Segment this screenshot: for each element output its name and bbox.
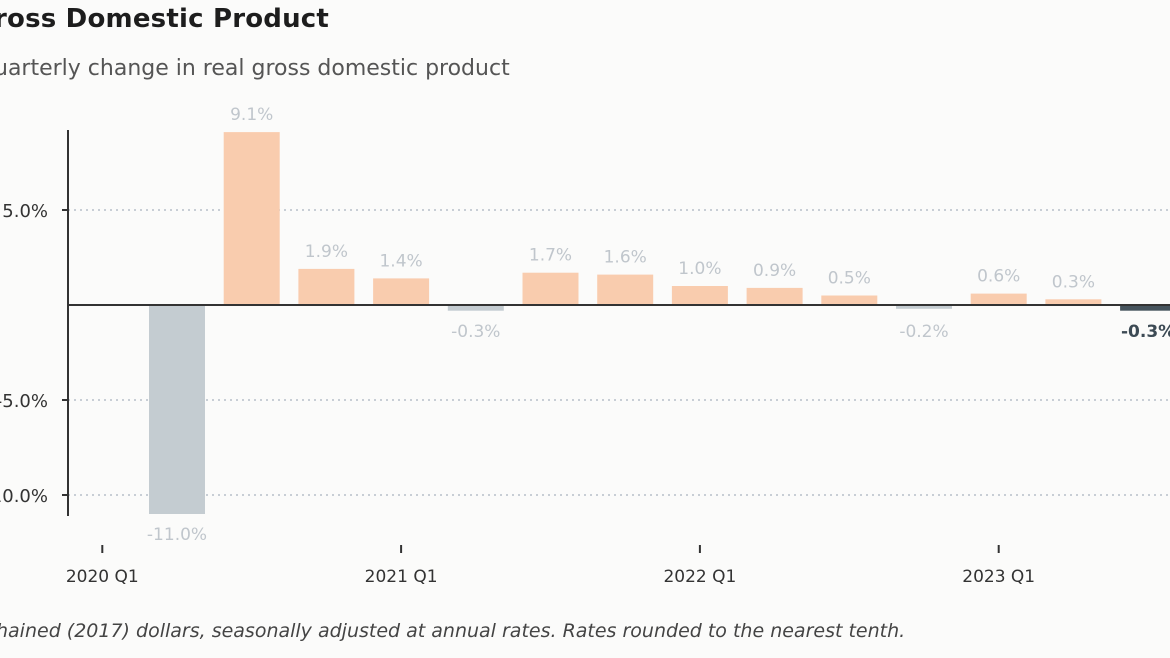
- data-label: 1.6%: [604, 248, 647, 268]
- data-label: 9.1%: [230, 105, 273, 125]
- y-tick-label: -10.0%: [0, 486, 48, 507]
- bar: [746, 287, 803, 305]
- data-label: 0.9%: [753, 261, 796, 281]
- y-tick-label: -5.0%: [0, 391, 48, 412]
- bar: [447, 305, 504, 311]
- bar: [1120, 305, 1170, 311]
- bar: [1045, 299, 1102, 305]
- data-label: 1.4%: [379, 251, 422, 271]
- y-tick-label: 5.0%: [2, 201, 48, 222]
- bar: [896, 305, 952, 309]
- data-label: 1.7%: [529, 246, 572, 266]
- data-label: 0.6%: [977, 267, 1020, 287]
- bar: [298, 268, 355, 305]
- data-label: -0.3%: [451, 322, 500, 342]
- data-label: 1.9%: [305, 242, 348, 262]
- data-label: -11.0%: [147, 525, 207, 545]
- bar: [373, 278, 430, 305]
- data-label: 0.3%: [1052, 272, 1095, 292]
- bar: [597, 274, 654, 305]
- bar: [149, 305, 205, 514]
- bar: [522, 272, 579, 305]
- x-tick-label: 2020 Q1: [66, 567, 139, 587]
- chart-footnote: hained (2017) dollars, seasonally adjust…: [0, 620, 906, 642]
- chart-title: ross Domestic Product: [0, 4, 330, 34]
- x-tick-label: 2022 Q1: [663, 567, 736, 587]
- data-label: 1.0%: [678, 259, 721, 279]
- chart-subtitle: uarterly change in real gross domestic p…: [0, 56, 510, 81]
- data-label: -0.2%: [899, 322, 948, 342]
- bar: [223, 132, 280, 305]
- bar: [821, 295, 878, 305]
- data-label: -0.3%: [1121, 322, 1170, 342]
- data-label: 0.5%: [828, 269, 871, 289]
- x-tick-label: 2023 Q1: [962, 567, 1035, 587]
- bar: [970, 293, 1027, 305]
- x-tick-label: 2021 Q1: [365, 567, 438, 587]
- bar: [671, 286, 728, 305]
